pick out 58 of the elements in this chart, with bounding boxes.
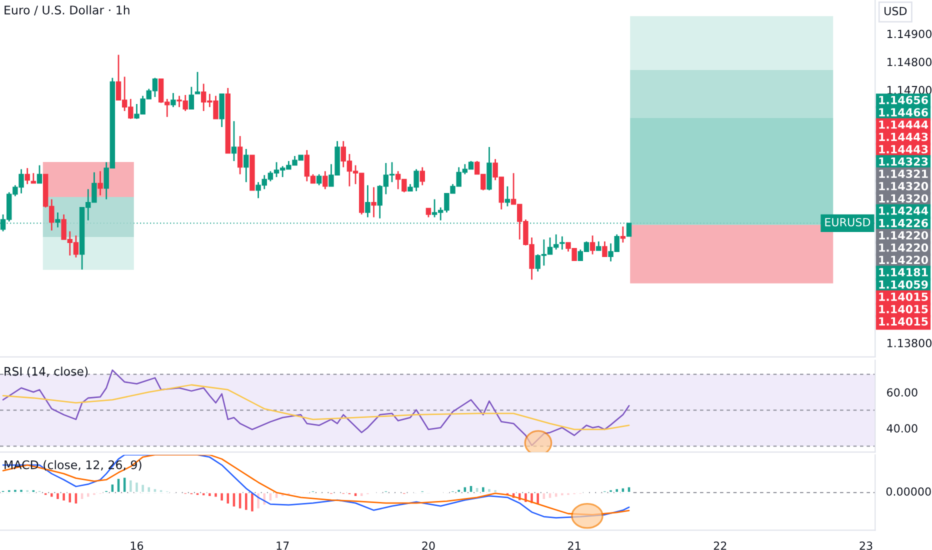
y-tick-label: 60.00 — [887, 388, 918, 397]
candlestick — [504, 186, 510, 207]
candlestick — [194, 71, 200, 95]
candlestick — [626, 222, 632, 237]
text: 1.14015 — [879, 304, 928, 314]
text: 1.14320 — [879, 182, 928, 190]
text: 1.14443 — [879, 145, 928, 154]
chart-title: Euro / U.S. Dollar · 1h — [4, 5, 130, 16]
text: 1.14443 — [879, 132, 928, 142]
candlestick — [322, 170, 328, 190]
text: 1.14059 — [879, 280, 928, 289]
candlestick — [24, 167, 30, 185]
candlestick — [602, 240, 608, 258]
line-series — [2, 384, 630, 430]
text: 1.14656 — [879, 96, 928, 104]
text: 1.14466 — [879, 108, 928, 117]
text: USD — [884, 6, 907, 16]
candlestick — [98, 170, 103, 196]
x-tick-label: 22 — [714, 542, 726, 550]
x-tick-label: 21 — [568, 542, 580, 550]
ref-line-label: 0.00000 — [886, 487, 931, 496]
x-tick-label: 17 — [276, 542, 289, 550]
y-tick-label: 1.14700 — [887, 86, 932, 94]
y-tick-label: 1.14900 — [887, 30, 932, 38]
candlestick — [365, 184, 370, 218]
text: 1.14320 — [879, 194, 928, 203]
candlestick — [36, 164, 42, 184]
text: 1.14220 — [879, 243, 928, 252]
x-tick-label: 20 — [422, 542, 435, 550]
x-tick-label: 16 — [130, 542, 144, 550]
candlestick — [231, 120, 237, 162]
chart-title: RSI (14, close) — [4, 366, 88, 378]
x-tick-label: 23 — [860, 542, 872, 550]
text: 1.14220 — [879, 256, 928, 264]
text: 1.14323 — [879, 157, 928, 166]
candlestick — [371, 186, 376, 218]
candlestick — [590, 234, 596, 256]
candlestick — [188, 86, 194, 110]
text: 1.14226 — [879, 218, 928, 228]
candlestick — [620, 226, 626, 244]
ref-line-label: EURUSD — [825, 218, 870, 226]
text: 1.14181 — [879, 268, 928, 276]
text: 1.14244 — [879, 206, 928, 215]
y-tick-label: 40.00 — [886, 424, 918, 433]
candlestick — [420, 166, 425, 186]
text: 1.14015 — [879, 317, 928, 326]
y-tick-label: 1.14800 — [887, 58, 932, 66]
text: 1.14015 — [879, 292, 928, 302]
candlestick — [55, 212, 60, 228]
candlestick — [316, 174, 322, 186]
y-tick-label: 1.13800 — [887, 338, 932, 348]
candlestick — [244, 148, 249, 183]
candlestick — [237, 135, 243, 175]
text: 1.14444 — [879, 120, 928, 129]
candlestick — [170, 92, 176, 108]
text: 1.14321 — [879, 170, 928, 178]
candlestick — [560, 236, 565, 250]
text: 1.14220 — [879, 231, 928, 240]
